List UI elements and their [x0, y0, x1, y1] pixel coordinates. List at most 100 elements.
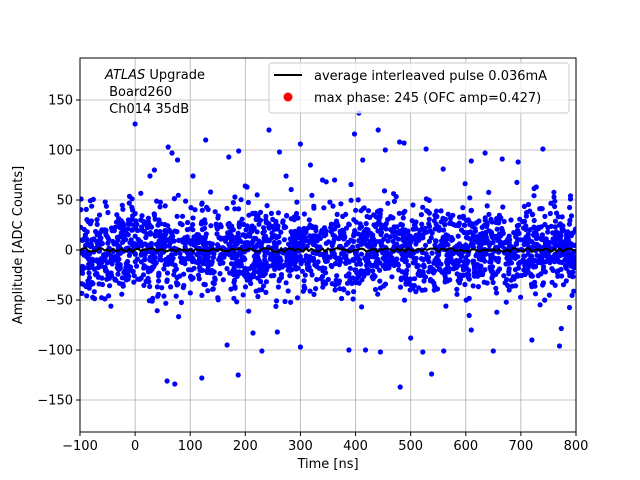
scatter-point	[521, 218, 528, 224]
scatter-point	[126, 252, 132, 258]
scatter-point	[141, 219, 147, 225]
scatter-point	[449, 237, 455, 243]
scatter-point	[271, 239, 277, 245]
scatter-point	[454, 286, 460, 292]
scatter-point	[301, 284, 307, 290]
scatter-point	[404, 278, 410, 284]
scatter-point	[152, 231, 158, 237]
scatter-point	[571, 254, 576, 260]
scatter-point	[270, 258, 277, 264]
scatter-point	[426, 269, 432, 275]
scatter-point	[194, 232, 200, 238]
scatter-point	[356, 238, 362, 244]
legend: average interleaved pulse 0.036mA max ph…	[268, 62, 570, 114]
scatter-point	[396, 210, 402, 216]
scatter-point	[249, 223, 255, 229]
scatter-point	[418, 212, 424, 218]
scatter-point	[125, 217, 131, 223]
scatter-point	[302, 272, 308, 278]
scatter-point	[441, 240, 447, 246]
scatter-point	[110, 238, 116, 244]
scatter-point	[92, 266, 98, 272]
scatter-point	[147, 257, 153, 263]
scatter-point	[358, 241, 364, 247]
scatter-outlier-point	[276, 149, 283, 155]
scatter-point	[371, 222, 377, 228]
scatter-point	[294, 295, 301, 301]
scatter-point	[314, 276, 320, 283]
scatter-point	[288, 186, 294, 193]
scatter-outlier-point	[375, 127, 381, 133]
scatter-point	[468, 229, 474, 235]
scatter-point	[204, 240, 210, 246]
scatter-point	[398, 277, 404, 283]
scatter-point	[520, 257, 526, 263]
scatter-point	[523, 213, 530, 219]
scatter-point	[370, 232, 376, 238]
scatter-point	[382, 265, 388, 272]
scatter-point	[377, 278, 383, 284]
scatter-point	[191, 236, 197, 242]
scatter-point	[531, 217, 537, 224]
scatter-point	[294, 199, 300, 205]
scatter-point	[547, 210, 553, 217]
scatter-point	[511, 230, 517, 236]
scatter-point	[561, 227, 567, 233]
scatter-outlier-point	[208, 189, 214, 195]
scatter-point	[212, 275, 218, 281]
scatter-point	[432, 257, 438, 263]
scatter-point	[301, 238, 307, 244]
x-tick-label: 400	[343, 439, 368, 454]
scatter-point	[138, 259, 144, 265]
scatter-point	[531, 225, 537, 231]
scatter-point	[506, 268, 512, 274]
scatter-point	[380, 250, 386, 256]
scatter-point	[389, 274, 395, 280]
scatter-point	[337, 256, 343, 262]
scatter-point	[256, 287, 262, 293]
scatter-point	[199, 267, 205, 273]
scatter-point	[345, 240, 351, 246]
scatter-outlier-point	[226, 154, 232, 160]
scatter-point	[529, 239, 535, 245]
scatter-point	[228, 261, 235, 267]
scatter-point	[139, 224, 145, 230]
scatter-point	[268, 254, 274, 260]
x-axis-title: Time [ns]	[296, 457, 358, 472]
scatter-point	[205, 288, 211, 294]
scatter-point	[309, 272, 315, 278]
scatter-point	[124, 265, 130, 271]
scatter-point	[551, 189, 557, 195]
scatter-point	[420, 232, 426, 238]
scatter-point	[567, 204, 573, 211]
scatter-point	[320, 284, 326, 290]
scatter-point	[390, 238, 396, 244]
legend-label-average-pulse: average interleaved pulse 0.036mA	[314, 69, 547, 84]
scatter-point	[227, 270, 233, 276]
scatter-point	[376, 219, 382, 225]
scatter-point	[365, 266, 371, 273]
scatter-point	[429, 250, 435, 256]
scatter-point	[480, 270, 486, 276]
scatter-point	[414, 263, 420, 269]
scatter-point	[475, 235, 481, 241]
scatter-point	[522, 271, 528, 278]
scatter-point	[242, 256, 248, 262]
scatter-point	[86, 270, 92, 276]
annotation-experiment: ATLAS Upgrade	[104, 68, 205, 83]
x-tick-label: 500	[398, 439, 423, 454]
scatter-point	[527, 227, 533, 233]
scatter-point	[514, 223, 520, 229]
scatter-point	[198, 221, 204, 227]
scatter-point	[436, 227, 442, 233]
scatter-point	[96, 212, 103, 218]
scatter-point	[523, 223, 529, 229]
scatter-point	[405, 262, 411, 268]
scatter-point	[245, 199, 251, 206]
scatter-point	[420, 270, 426, 276]
scatter-point	[451, 259, 457, 265]
scatter-point	[377, 267, 383, 273]
scatter-point	[139, 213, 145, 219]
scatter-point	[281, 237, 287, 243]
scatter-point	[343, 225, 349, 231]
